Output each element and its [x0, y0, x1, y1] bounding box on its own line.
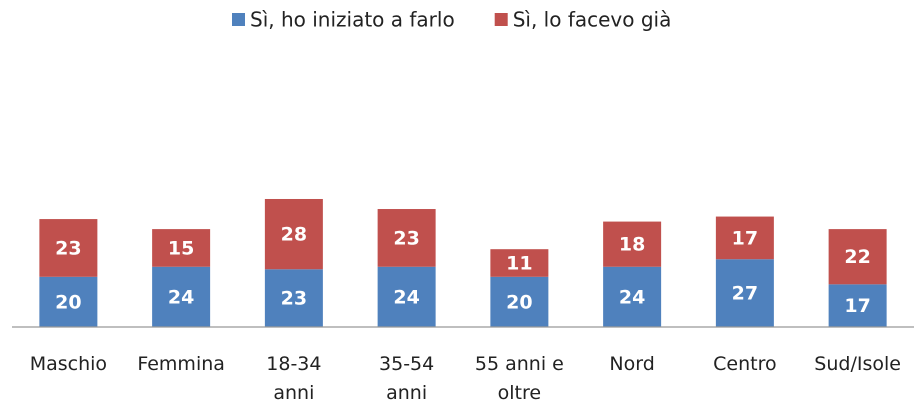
data-label: 23 [393, 227, 419, 249]
bar-segment [152, 266, 211, 327]
bar-segment [377, 209, 436, 267]
data-label: 23 [281, 288, 307, 310]
data-label: 15 [168, 237, 194, 259]
bar-segment [715, 259, 774, 327]
data-label: 11 [506, 252, 532, 274]
bar-segment [603, 266, 662, 327]
x-tick-label: Centro [713, 353, 777, 375]
bar-segment [490, 249, 549, 277]
data-label: 23 [55, 237, 81, 259]
bar-segment [828, 229, 887, 285]
bar-segment [264, 198, 323, 270]
bar-segment [377, 266, 436, 327]
bar-segment [152, 229, 211, 267]
bar-segment [828, 284, 887, 327]
data-label: 22 [844, 246, 870, 268]
legend-swatch [232, 13, 245, 26]
data-label: 20 [55, 291, 81, 313]
data-label: 28 [281, 224, 307, 246]
data-label: 20 [506, 291, 532, 313]
legend-label: Sì, ho iniziato a farlo [250, 8, 455, 32]
legend-swatch [494, 13, 508, 26]
x-tick-label: Maschio [29, 353, 108, 375]
x-tick-label: Nord [609, 353, 655, 375]
data-label: 24 [168, 286, 194, 308]
x-tick-label: 35-54 anni [379, 353, 435, 404]
x-tick-label: 55 anni e oltre [474, 353, 564, 404]
bar-segment [715, 216, 774, 260]
bar-segment [39, 219, 98, 277]
bar-segment [39, 276, 98, 327]
data-label: 17 [732, 227, 758, 249]
bar-segment [264, 269, 323, 327]
data-label: 24 [393, 286, 419, 308]
bar-segment [490, 276, 549, 327]
data-label: 17 [844, 295, 870, 317]
x-tick-label: 18-34 anni [266, 353, 322, 404]
legend-label: Sì, lo facevo già [513, 8, 672, 32]
data-label: 27 [732, 283, 758, 305]
bar-segment [603, 221, 662, 267]
data-label: 24 [619, 286, 645, 308]
x-tick-label: Femmina [137, 353, 225, 375]
x-tick-label: Sud/Isole [814, 353, 901, 375]
data-label: 18 [619, 234, 645, 256]
